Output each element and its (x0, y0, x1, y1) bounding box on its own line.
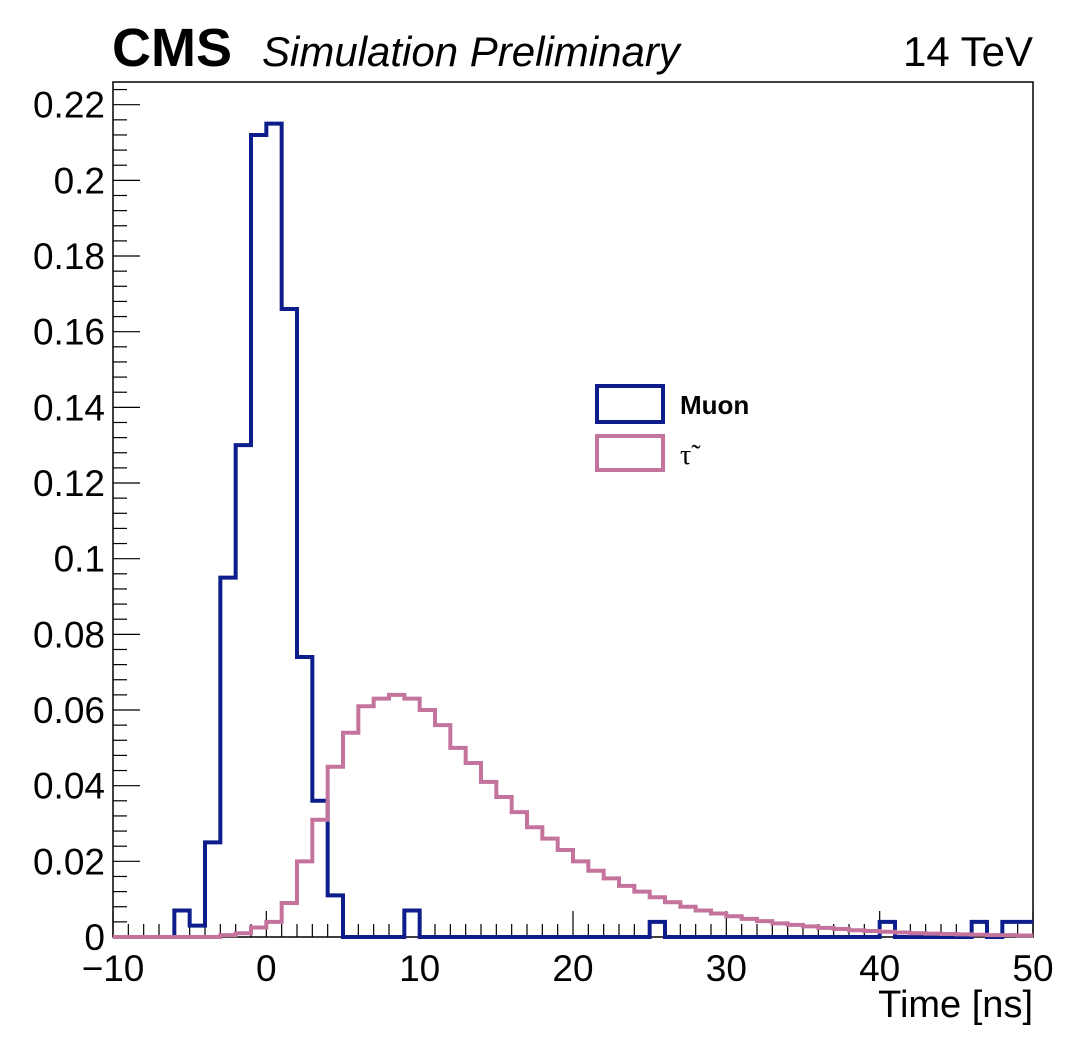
y-tick-label: 0.12 (33, 463, 105, 504)
x-axis-title: Time [ns] (878, 984, 1033, 1026)
x-tick-label: 30 (706, 948, 747, 989)
series-lines (113, 121, 1033, 939)
x-tick-label: 0 (256, 948, 277, 989)
y-tick-label: 0.18 (33, 236, 105, 277)
muon-series-line (113, 121, 1033, 939)
stau-series-line (113, 692, 1033, 939)
legend-muon-label: Muon (680, 390, 749, 420)
y-tick-label: 0.16 (33, 312, 105, 353)
y-tick-label: 0.22 (33, 85, 105, 126)
y-tick-label: 0.06 (33, 690, 105, 731)
y-tick-label: 0.04 (33, 766, 105, 807)
y-tick-label: 0.2 (54, 160, 105, 201)
y-tick-label: 0.02 (33, 841, 105, 882)
legend-stau-swatch (595, 434, 665, 472)
x-tick-label: 20 (552, 948, 593, 989)
x-tick-label: 40 (859, 948, 900, 989)
legend: Muon τ̃ (595, 384, 749, 472)
energy-label: 14 TeV (903, 28, 1033, 75)
y-tick-label: 0 (84, 917, 105, 958)
x-tick-label: 10 (399, 948, 440, 989)
legend-muon-swatch (595, 384, 665, 424)
simulation-preliminary-label: Simulation Preliminary (262, 28, 683, 75)
cms-label: CMS (112, 18, 232, 78)
y-tick-label: 0.1 (54, 539, 105, 580)
y-tick-label: 0.08 (33, 614, 105, 655)
x-tick-label: −10 (82, 948, 145, 989)
x-tick-label: 50 (1012, 948, 1053, 989)
legend-stau-label: τ̃ (680, 440, 701, 471)
y-tick-labels: 0 0.02 0.04 0.06 0.08 0.1 0.12 0.14 0.16 0.18 0.2 0… (33, 85, 105, 958)
x-tick-labels: −10 0 10 20 30 40 50 (82, 948, 1054, 989)
y-tick-label: 0.14 (33, 387, 105, 428)
